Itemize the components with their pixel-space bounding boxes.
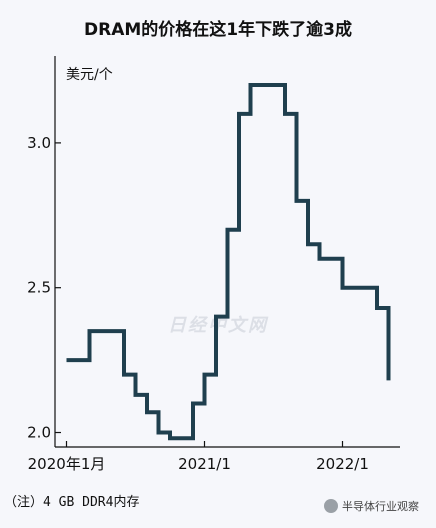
y-tick-label: 2.5 <box>27 279 51 297</box>
wechat-icon <box>324 499 338 513</box>
price-step-line <box>66 82 391 441</box>
source-badge: 半导体行业观察 <box>324 499 419 513</box>
y-axis-unit: 美元/个 <box>66 67 113 83</box>
x-ticks: 2020年1月 2021/1 2022/1 <box>28 441 369 473</box>
y-tick-label: 3.0 <box>27 134 51 152</box>
source-tag: 半导体行业观察 <box>342 499 419 513</box>
footnote: （注）4 GB DDR4内存 <box>4 494 139 510</box>
y-ticks: 2.0 2.5 3.0 <box>27 134 61 442</box>
chart-title: DRAM的价格在这1年下跌了逾3成 <box>84 19 352 40</box>
x-tick-label: 2020年1月 <box>28 455 106 473</box>
y-tick-label: 2.0 <box>27 424 51 442</box>
x-tick-label: 2021/1 <box>178 455 231 473</box>
x-tick-label: 2022/1 <box>316 455 369 473</box>
